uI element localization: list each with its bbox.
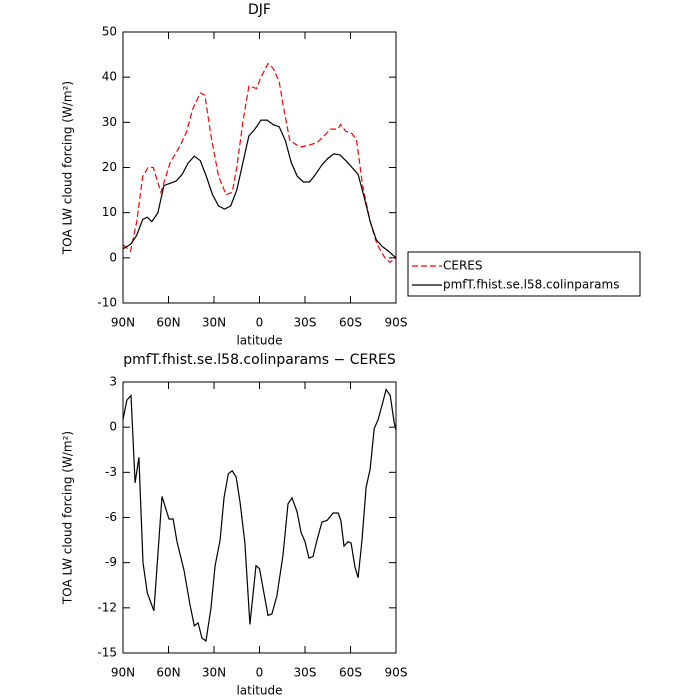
legend-label: pmfT.fhist.se.l58.colinparams: [443, 278, 619, 292]
y-tick-label: 30: [102, 115, 117, 129]
x-tick-label: 60N: [156, 316, 180, 330]
plot-frame: [122, 31, 397, 304]
y-tick-label: -9: [105, 555, 117, 569]
y-tick-label: -12: [97, 600, 117, 614]
y-tick-label: 0: [109, 250, 117, 264]
x-tick-label: 90S: [385, 316, 408, 330]
x-tick-label: 30S: [294, 666, 317, 680]
x-tick-label: 90S: [385, 666, 408, 680]
y-tick-label: 20: [102, 160, 117, 174]
x-tick-label: 90N: [111, 316, 135, 330]
x-axis-label: latitude: [236, 334, 282, 348]
y-tick-label: -6: [105, 510, 117, 524]
y-tick-label: -15: [97, 646, 117, 660]
x-tick-label: 0: [256, 666, 264, 680]
x-tick-label: 30N: [202, 666, 226, 680]
y-tick-label: 0: [109, 420, 117, 434]
chart-title: pmfT.fhist.se.l58.colinparams − CERES: [123, 352, 396, 368]
chart-title: DJF: [248, 2, 271, 18]
y-axis-label: TOA LW cloud forcing (W/m²): [61, 81, 75, 255]
y-tick-label: 3: [109, 375, 117, 389]
x-tick-label: 60S: [339, 666, 362, 680]
legend-label: CERES: [443, 259, 483, 273]
y-tick-label: 10: [102, 205, 117, 219]
x-tick-label: 0: [256, 316, 264, 330]
data-line: [122, 62, 397, 264]
y-tick-label: 50: [102, 25, 117, 39]
x-tick-label: 60S: [339, 316, 362, 330]
data-line: [122, 119, 397, 259]
y-axis-label: TOA LW cloud forcing (W/m²): [61, 431, 75, 605]
y-tick-label: 40: [102, 70, 117, 84]
x-tick-label: 60N: [156, 666, 180, 680]
data-line: [122, 388, 397, 643]
legend-box: [407, 251, 641, 297]
x-tick-label: 30S: [294, 316, 317, 330]
y-tick-label: -3: [105, 465, 117, 479]
y-tick-label: -10: [97, 296, 117, 310]
x-tick-label: 30N: [202, 316, 226, 330]
plot-frame: [122, 381, 397, 654]
x-axis-label: latitude: [236, 684, 282, 698]
x-tick-label: 90N: [111, 666, 135, 680]
